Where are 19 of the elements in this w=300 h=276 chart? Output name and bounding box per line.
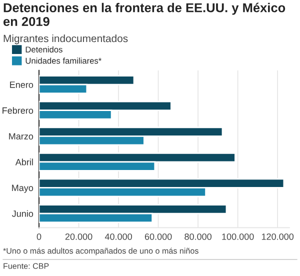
- legend-label: Detenidos: [26, 46, 62, 53]
- text: *Uno o más adultos acompañados de uno o más niños: [3, 248, 198, 256]
- y-tick-label: Abril: [15, 158, 33, 166]
- legend-label: Unidades familiares*: [26, 58, 102, 64]
- y-tick-label: Marzo: [9, 133, 34, 140]
- x-tick-label: 100.000: [222, 233, 254, 240]
- source-note: Fuente: CBP: [4, 263, 49, 269]
- x-tick-label: 0: [36, 233, 42, 240]
- x-tick-label: 20.000: [65, 233, 92, 240]
- y-tick-label: Enero: [10, 82, 34, 88]
- y-tick-label: Mayo: [12, 184, 34, 193]
- x-tick-label: 80.000: [184, 233, 212, 240]
- chart-subtitle: Migrantes indocumentados: [4, 34, 128, 44]
- x-tick-label: 120.000: [262, 233, 294, 240]
- y-tick-label: Junio: [12, 210, 34, 217]
- x-tick-label: 40.000: [104, 233, 132, 240]
- chart-title: Detenciones en la frontera de EE.UU. y México en 2019: [4, 2, 286, 26]
- x-tick-label: 60.000: [144, 233, 172, 240]
- y-tick-label: Febrero: [2, 107, 34, 114]
